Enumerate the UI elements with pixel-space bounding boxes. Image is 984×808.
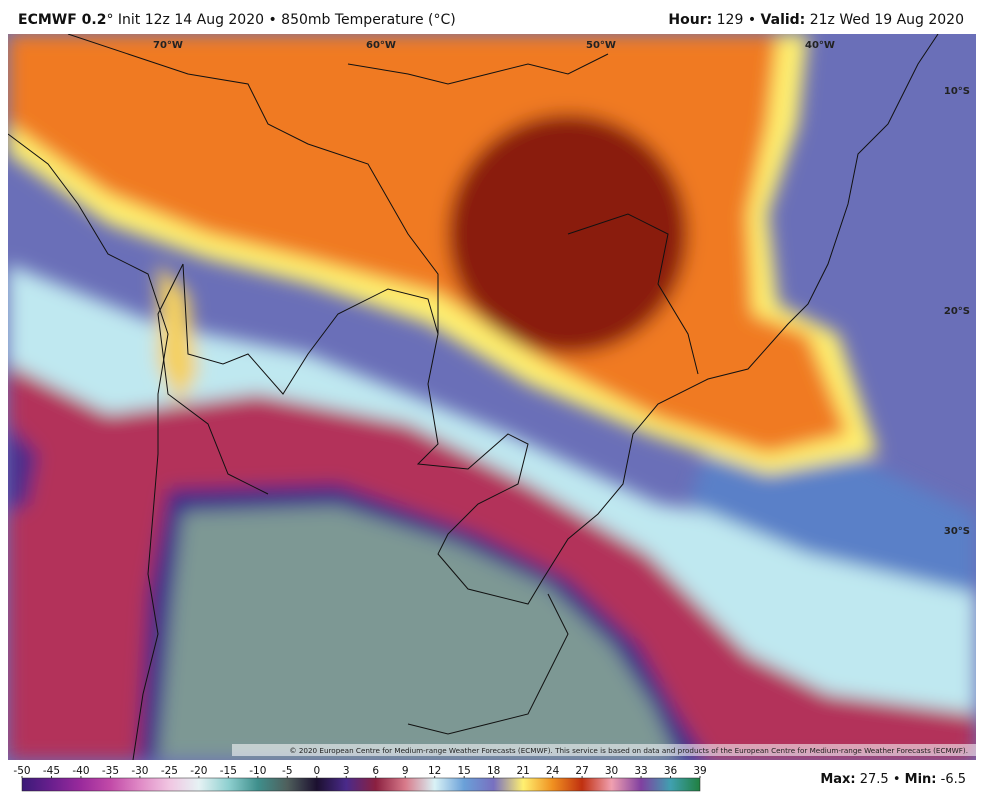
longitude-label: 70°W [153, 40, 183, 51]
map: 70°W 60°W 50°W 40°W 10°S 20°S 30°S © 2020 Europ… [8, 34, 976, 760]
credit-background [232, 744, 976, 756]
colorbar-tick-label: -40 [72, 765, 89, 777]
colorbar-tick-label: 15 [457, 765, 470, 777]
valid: 21z Wed 19 Aug 2020 [805, 12, 964, 28]
colorbar-tick-label: -5 [282, 765, 292, 777]
colorbar: -50 -45 -40 -35 -30 -25 -20 -15 -10 -5 0 3 6 9 12 15 18 2… [13, 765, 707, 792]
colorbar-tick-label: 18 [487, 765, 500, 777]
model: ECMWF 0.2 [18, 12, 107, 28]
colorbar-tick-label: 6 [372, 765, 379, 777]
colorbar-tick-label: -20 [190, 765, 207, 777]
colorbar-tick-label: -30 [131, 765, 148, 777]
hour-label: Hour: [668, 12, 713, 28]
colorbar-gradient [21, 777, 701, 792]
colorbar-tick-label: 33 [634, 765, 647, 777]
header-right: Hour: 129 • Valid: 21z Wed 19 Aug 2020 [668, 12, 964, 28]
latitude-label: 30°S [944, 526, 970, 537]
valid-label: Valid: [760, 12, 806, 28]
colorbar-tick-label: 39 [693, 765, 706, 777]
colorbar-tick-label: -10 [249, 765, 266, 777]
longitude-label: 50°W [586, 40, 616, 51]
colorbar-tick-label: 36 [664, 765, 678, 777]
colorbar-tick-label: 30 [605, 765, 618, 777]
colorbar-tick-label: -45 [43, 765, 60, 777]
colorbar-tick-label: -25 [161, 765, 178, 777]
run-info: ° Init 12z 14 Aug 2020 • 850mb Temperatu… [106, 12, 456, 28]
latitude-label: 10°S [944, 86, 970, 97]
longitude-label: 60°W [366, 40, 396, 51]
colorbar-tick-label: -50 [13, 765, 30, 777]
colorbar-tick-label: -35 [102, 765, 119, 777]
colorbar-tick-label: 27 [575, 765, 588, 777]
footer: Max: 27.5 • Min: -6.5 [820, 772, 966, 787]
min-label: Min: [904, 772, 937, 787]
latitude-label: 20°S [944, 306, 970, 317]
colorbar-tick-label: 12 [428, 765, 441, 777]
min-value: -6.5 [936, 772, 966, 787]
credit: © 2020 European Centre for Medium-range … [289, 746, 968, 755]
max-label: Max: [820, 772, 856, 787]
colorbar-tick-label: 9 [402, 765, 409, 777]
hour: 129 • [712, 12, 761, 28]
max-value: 27.5 • [855, 772, 905, 787]
colorbar-tick-label: 3 [343, 765, 350, 777]
colorbar-tick-label: 24 [546, 765, 560, 777]
longitude-label: 40°W [805, 40, 835, 51]
colorbar-tick-label: 0 [313, 765, 320, 777]
header-left: ECMWF 0.2° Init 12z 14 Aug 2020 • 850mb … [18, 12, 456, 28]
colorbar-tick-label: 21 [516, 765, 529, 777]
colorbar-tick-label: -15 [220, 765, 237, 777]
